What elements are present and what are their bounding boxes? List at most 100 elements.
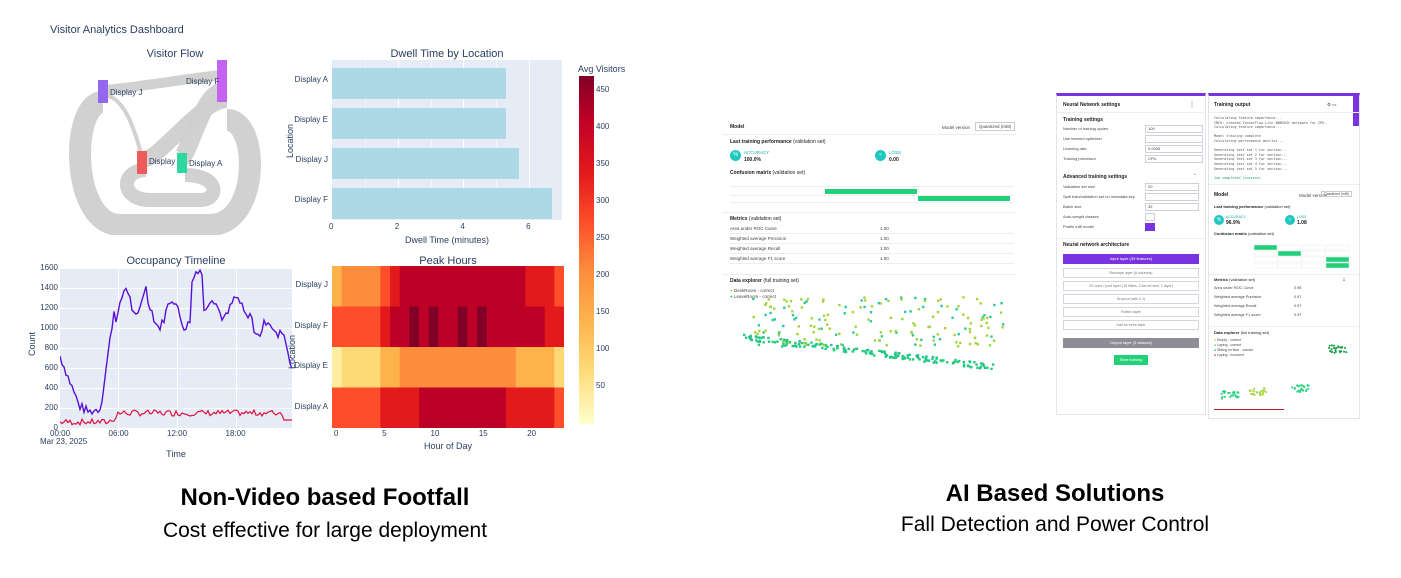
tp-scatter-point bbox=[1231, 394, 1234, 397]
terminal-controls-icon[interactable]: ⚙ ▭ bbox=[1327, 102, 1337, 107]
heatmap-cell bbox=[506, 387, 517, 428]
layer-item[interactable]: Dropout (rate 0.1) bbox=[1063, 294, 1199, 304]
scatter-point bbox=[962, 360, 966, 364]
scatter-point bbox=[940, 359, 944, 363]
scatter-point bbox=[866, 348, 870, 352]
scatter-point bbox=[752, 297, 755, 301]
layer-item[interactable]: Add an extra layer bbox=[1063, 320, 1199, 330]
scatter-point bbox=[802, 341, 806, 345]
tp-legend-label: Laying - correct bbox=[1217, 343, 1242, 347]
adv-setting-input[interactable]: 20 bbox=[1145, 183, 1199, 191]
tp-scatter-point bbox=[1237, 395, 1240, 398]
more-icon[interactable]: ⋮ bbox=[1189, 102, 1195, 108]
layer-item[interactable]: Reshape layer (8 columns) bbox=[1063, 268, 1199, 278]
heatmap-cell bbox=[332, 306, 343, 348]
start-training-button[interactable]: Start training bbox=[1114, 355, 1148, 365]
scatter-point bbox=[951, 316, 954, 319]
scatter-point bbox=[878, 338, 881, 342]
scatter-point bbox=[822, 298, 825, 301]
occupancy-y-ticks: 0 200 400 600 800 1000 1200 1400 1600 bbox=[36, 263, 60, 432]
setting-input[interactable] bbox=[1145, 135, 1203, 143]
scatter-point bbox=[785, 338, 789, 342]
tp-scatter-point bbox=[1307, 387, 1310, 390]
heatmap-cell bbox=[380, 266, 391, 307]
heatmap-x-tick: 15 bbox=[478, 429, 488, 438]
heatmap-cell bbox=[419, 266, 430, 307]
explorer-title: Data explorer (full training set) bbox=[730, 278, 799, 284]
colorbar-tick: 150 bbox=[596, 306, 610, 316]
heatmap-cell bbox=[467, 347, 478, 388]
setting-input[interactable]: CPU bbox=[1145, 155, 1203, 163]
model-version-select[interactable]: Quantized (Int8) bbox=[975, 122, 1016, 131]
scatter-point bbox=[953, 333, 956, 337]
scatter-point bbox=[764, 313, 767, 317]
tp-legend-label: Empty - correct bbox=[1217, 338, 1241, 342]
scatter-point bbox=[906, 354, 909, 357]
tp-version-label: Model version bbox=[1299, 193, 1328, 198]
sankey-node-e bbox=[137, 151, 147, 174]
explorer-scatter[interactable] bbox=[722, 286, 1022, 376]
scatter-point bbox=[923, 297, 927, 301]
adv-setting-input[interactable] bbox=[1145, 193, 1199, 201]
layer-item[interactable]: 2D conv / pool layer (16 filters, 3 kern… bbox=[1063, 281, 1199, 291]
tp-legend-item: ● Sitting on floor - correct bbox=[1214, 348, 1253, 352]
adv-setting-input[interactable] bbox=[1145, 213, 1155, 221]
scatter-point bbox=[753, 331, 757, 334]
sankey-node-a bbox=[177, 153, 187, 173]
scatter-point bbox=[788, 341, 792, 344]
occupancy-plot-area bbox=[60, 268, 292, 428]
scatter-point bbox=[863, 350, 867, 353]
scatter-point bbox=[767, 340, 771, 343]
heatmap-cell bbox=[428, 266, 439, 307]
scatter-point bbox=[841, 343, 844, 347]
scatter-point bbox=[809, 324, 813, 327]
tp-scatter-point bbox=[1253, 387, 1256, 390]
legend-dot-icon: ● bbox=[1214, 353, 1218, 357]
nn-settings-panel: Neural Network settings ⋮ Training setti… bbox=[1056, 93, 1206, 415]
input-layer-button[interactable]: Input layer (33 features) bbox=[1063, 254, 1199, 264]
download-icon[interactable]: ⤓ bbox=[1343, 276, 1345, 281]
scatter-point bbox=[895, 331, 898, 334]
tp-scatter-point bbox=[1339, 351, 1342, 354]
tp-version-select[interactable]: Quantized (int8) bbox=[1321, 191, 1352, 197]
explorer-legend-1: ● DeskRoom - correct bbox=[730, 288, 774, 293]
heatmap-y-ticks: Display J Display F Display E Display A bbox=[292, 266, 332, 428]
output-layer-button[interactable]: Output layer (3 classes) bbox=[1063, 338, 1199, 348]
adv-setting-input[interactable]: 32 bbox=[1145, 203, 1199, 211]
tp-scatter-point bbox=[1234, 395, 1237, 398]
scatter-point bbox=[985, 334, 989, 337]
scatter-point bbox=[749, 335, 752, 338]
heatmap-cell bbox=[544, 387, 555, 428]
occupancy-y-tick: 0 bbox=[53, 423, 58, 432]
heatmap-cell bbox=[399, 387, 410, 428]
setting-input[interactable]: 0.0005 bbox=[1145, 145, 1203, 153]
tp-scatter-point bbox=[1223, 391, 1226, 394]
scatter-point bbox=[793, 318, 796, 321]
training-output-header: Training output bbox=[1214, 102, 1251, 108]
scatter-point bbox=[936, 333, 940, 336]
tp-scatter-point bbox=[1333, 351, 1336, 354]
heatmap-cell bbox=[525, 387, 536, 428]
scatter-point bbox=[986, 316, 989, 320]
scatter-point bbox=[946, 361, 949, 364]
scatter-point bbox=[932, 339, 935, 342]
heatmap-cell bbox=[486, 347, 497, 388]
heatmap-cell bbox=[419, 306, 430, 348]
dwell-bar bbox=[332, 108, 507, 140]
heatmap-cell bbox=[515, 306, 526, 348]
colorbar-title: Avg Visitors bbox=[578, 64, 626, 74]
chevron-up-icon[interactable]: ⌃ bbox=[1193, 173, 1197, 178]
tp-scatter-point bbox=[1334, 350, 1337, 353]
scatter-point bbox=[785, 343, 788, 346]
layer-item[interactable]: Flatten layer bbox=[1063, 307, 1199, 317]
tp-model-header: Model bbox=[1214, 192, 1229, 198]
heatmap-cell bbox=[390, 387, 401, 428]
model-panel-header: Model bbox=[730, 124, 745, 130]
setting-input[interactable]: 100 bbox=[1145, 125, 1203, 133]
scatter-point bbox=[932, 335, 936, 339]
tp-explorer-scatter[interactable] bbox=[1209, 336, 1359, 416]
heatmap-cell bbox=[351, 387, 362, 428]
scatter-point bbox=[915, 338, 919, 341]
occupancy-y-tick: 1600 bbox=[40, 263, 58, 272]
adv-setting-input[interactable] bbox=[1145, 223, 1155, 231]
